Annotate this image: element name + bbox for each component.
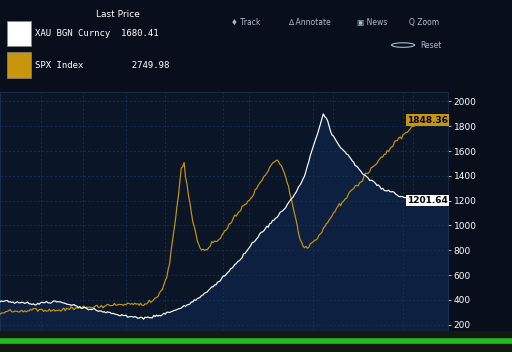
Text: ♦ Track: ♦ Track (231, 18, 261, 27)
Text: Reset: Reset (420, 40, 442, 50)
Text: Q Zoom: Q Zoom (409, 18, 439, 27)
Bar (7, 52, 31, 78)
Text: 1848.36: 1848.36 (407, 116, 448, 125)
Text: Last Price: Last Price (96, 10, 140, 19)
Text: SPX Index         2749.98: SPX Index 2749.98 (35, 61, 169, 70)
Text: 1201.64: 1201.64 (407, 196, 448, 205)
Text: ▣ News: ▣ News (357, 18, 388, 27)
Text: XAU BGN Curncy  1680.41: XAU BGN Curncy 1680.41 (35, 29, 159, 38)
Text: ∆ Annotate: ∆ Annotate (288, 18, 331, 27)
Bar (7, 21, 31, 46)
